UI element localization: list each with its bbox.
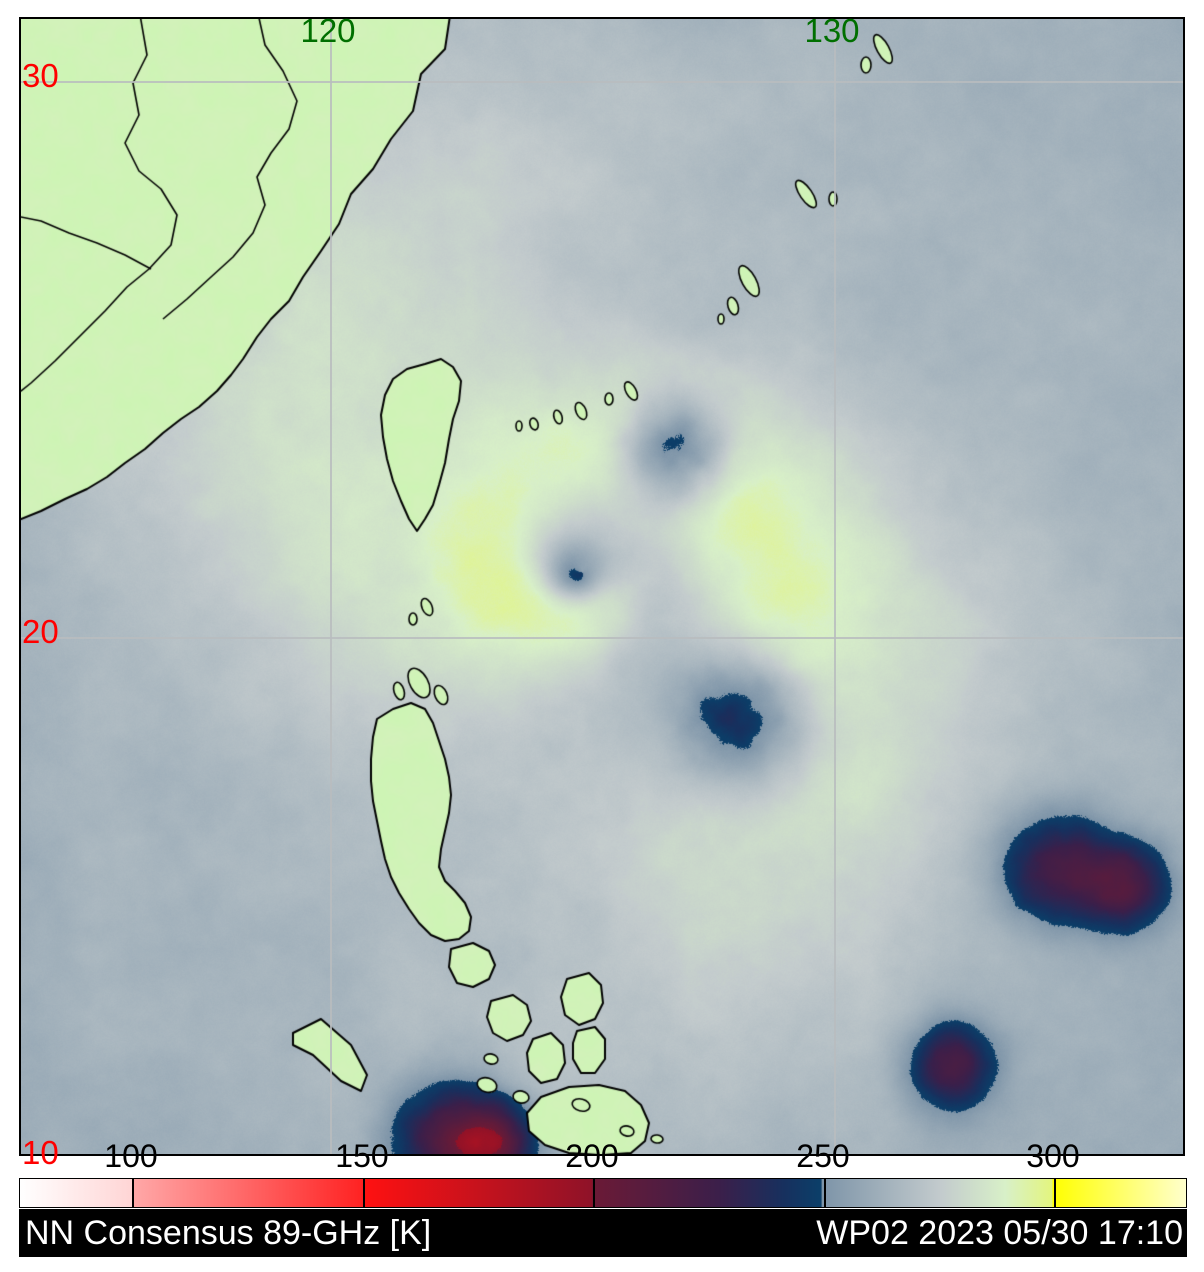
satellite-map-panel[interactable] bbox=[19, 17, 1185, 1156]
colorbar-separator-150 bbox=[363, 1179, 365, 1207]
microwave-89ghz-imagery[interactable] bbox=[21, 19, 1183, 1154]
colorbar-tick-250: 250 bbox=[796, 1138, 850, 1174]
label-longitude-130: 130 bbox=[804, 12, 860, 49]
colorbar-separator-100 bbox=[132, 1179, 134, 1207]
label-latitude-20: 20 bbox=[22, 613, 59, 650]
colorbar-tick-labels: 100 150 200 250 300 bbox=[0, 1140, 1204, 1174]
label-latitude-10: 10 bbox=[22, 1134, 59, 1171]
brightness-temperature-colorbar[interactable] bbox=[19, 1178, 1187, 1208]
info-banner: NN Consensus 89-GHz [K] WP02 2023 05/30 … bbox=[19, 1209, 1187, 1257]
colorbar-separator-300 bbox=[1054, 1179, 1056, 1207]
colorbar-tick-200: 200 bbox=[565, 1138, 619, 1174]
colorbar-tick-150: 150 bbox=[335, 1138, 389, 1174]
label-latitude-30: 30 bbox=[22, 57, 59, 94]
product-title-label: NN Consensus 89-GHz [K] bbox=[25, 1214, 432, 1252]
storm-datetime-label: WP02 2023 05/30 17:10 bbox=[816, 1214, 1183, 1252]
colorbar-separator-250 bbox=[824, 1179, 826, 1207]
colorbar-tick-300: 300 bbox=[1026, 1138, 1080, 1174]
colorbar-tick-100: 100 bbox=[104, 1138, 158, 1174]
colorbar-gradient bbox=[20, 1179, 1186, 1207]
colorbar-separator-200 bbox=[593, 1179, 595, 1207]
label-longitude-120: 120 bbox=[300, 12, 356, 49]
